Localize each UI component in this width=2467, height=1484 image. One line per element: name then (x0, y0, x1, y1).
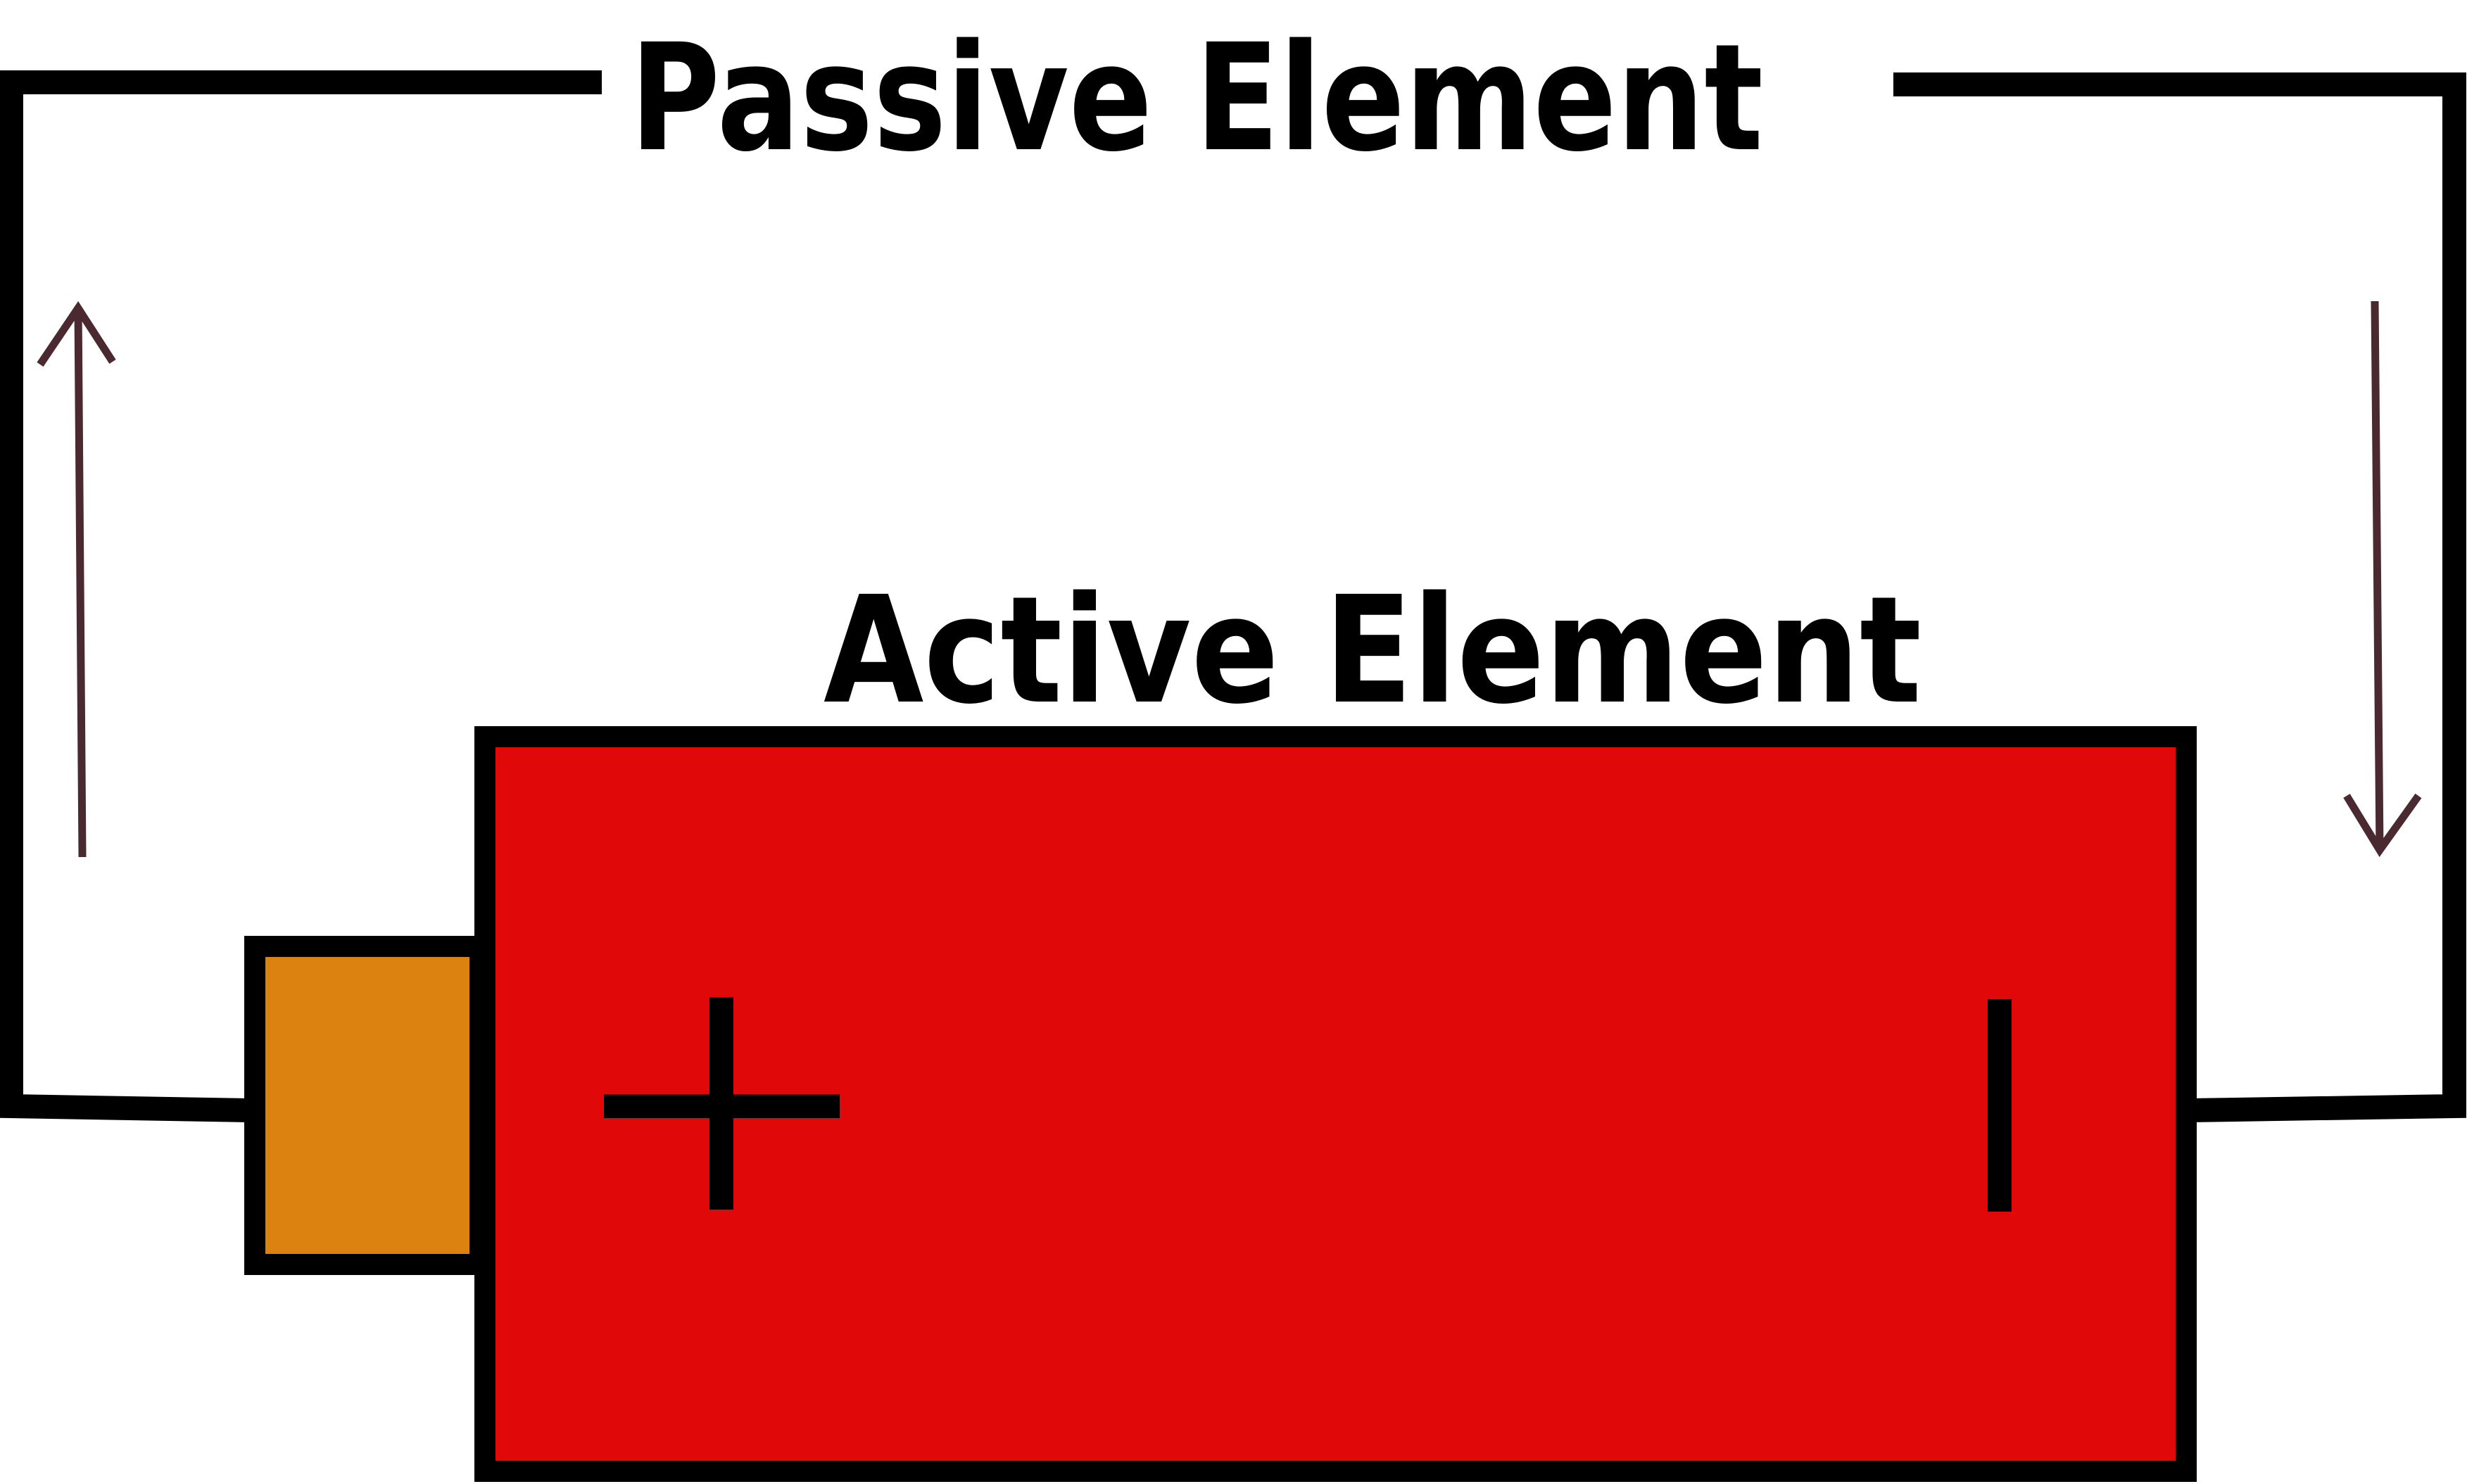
minus-sign-icon (1988, 999, 2012, 1212)
battery-terminal-cap (244, 936, 491, 1275)
down-arrow-icon (2343, 300, 2422, 857)
circuit-wire (0, 70, 2466, 1122)
passive-element-label: Passive Element (630, 12, 1763, 184)
active-element-label: Active Element (824, 564, 1922, 737)
wire-left-segment (0, 70, 602, 1122)
up-arrow-icon (37, 301, 116, 858)
current-arrows (37, 300, 2422, 858)
wire-right-segment (1893, 72, 2466, 1122)
plus-sign-icon (604, 997, 840, 1210)
